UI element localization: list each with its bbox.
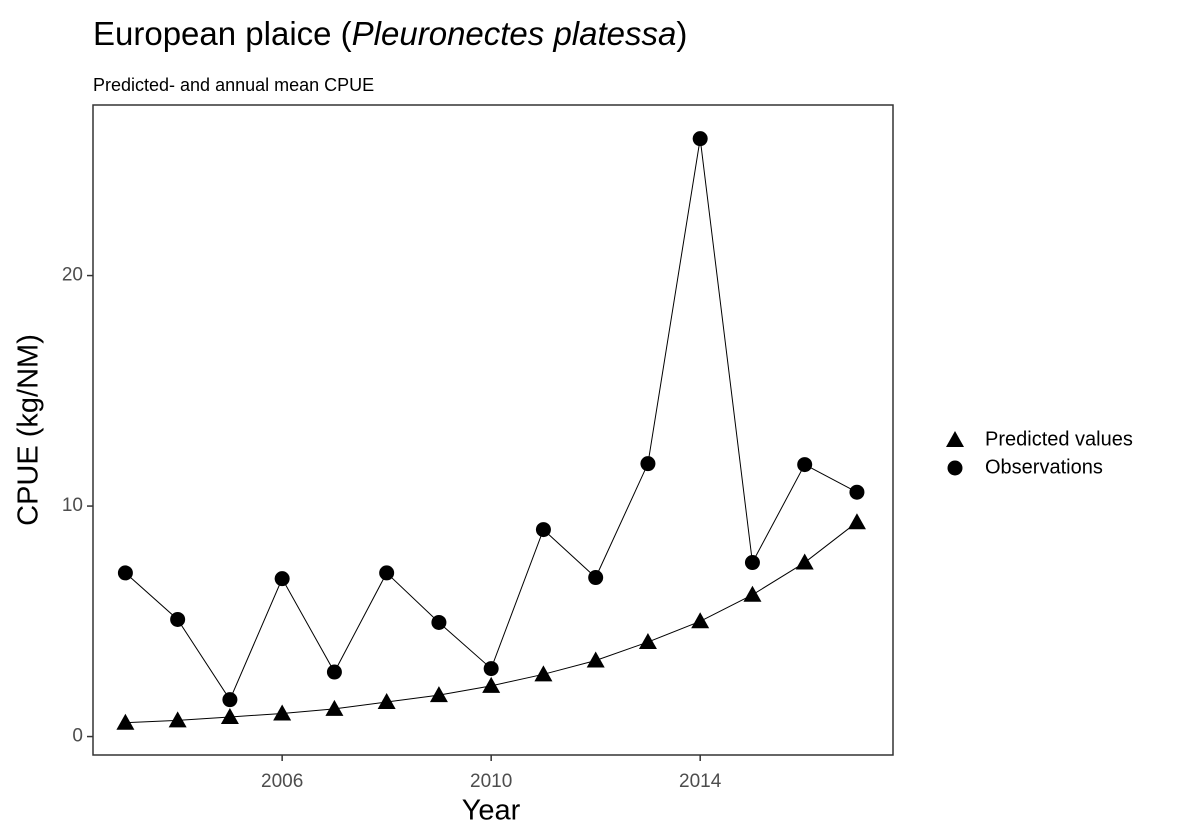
legend-marker <box>947 460 963 476</box>
y-tick-label: 20 <box>62 265 83 286</box>
data-point <box>222 692 238 708</box>
y-axis-label: CPUE (kg/NM) <box>13 334 45 526</box>
data-point <box>325 699 344 716</box>
data-point <box>429 686 448 703</box>
data-point <box>588 570 604 586</box>
title-part: ) <box>676 15 687 52</box>
data-point <box>483 661 499 677</box>
data-point <box>849 484 865 500</box>
data-point <box>273 704 292 721</box>
data-point <box>482 676 501 693</box>
data-point <box>743 585 762 602</box>
data-point <box>797 457 813 473</box>
data-point <box>586 651 605 668</box>
legend-label: Predicted values <box>985 428 1133 450</box>
data-point <box>640 456 656 472</box>
data-point <box>692 131 708 147</box>
data-point <box>377 692 396 709</box>
data-point <box>795 553 814 570</box>
title-part: Pleuronectes platessa <box>352 15 677 52</box>
data-point <box>116 713 135 730</box>
data-point <box>691 612 710 629</box>
title-part: European plaice ( <box>93 15 352 52</box>
data-point <box>744 555 760 571</box>
series-line <box>125 138 858 701</box>
x-tick-label: 2010 <box>470 771 512 792</box>
data-point <box>168 711 187 728</box>
plot-frame <box>92 104 894 756</box>
data-point <box>117 565 133 581</box>
x-tick-label: 2014 <box>679 771 722 792</box>
data-point <box>379 565 395 581</box>
legend-marker <box>946 431 964 447</box>
chart-subtitle: Predicted- and annual mean CPUE <box>93 75 374 95</box>
data-point <box>220 707 239 724</box>
y-tick-label: 0 <box>72 726 83 747</box>
legend-label: Observations <box>985 456 1103 478</box>
y-tick-label: 10 <box>62 495 83 516</box>
data-point <box>170 611 186 627</box>
x-tick-label: 2006 <box>261 771 303 792</box>
x-axis-label: Year <box>462 795 521 827</box>
data-point <box>847 513 866 530</box>
data-point <box>535 522 551 538</box>
chart-title: European plaice (Pleuronectes platessa) <box>93 15 687 52</box>
data-point <box>326 664 342 680</box>
data-point <box>274 571 290 587</box>
data-point <box>534 665 553 682</box>
data-point <box>638 633 657 650</box>
data-point <box>431 614 447 630</box>
